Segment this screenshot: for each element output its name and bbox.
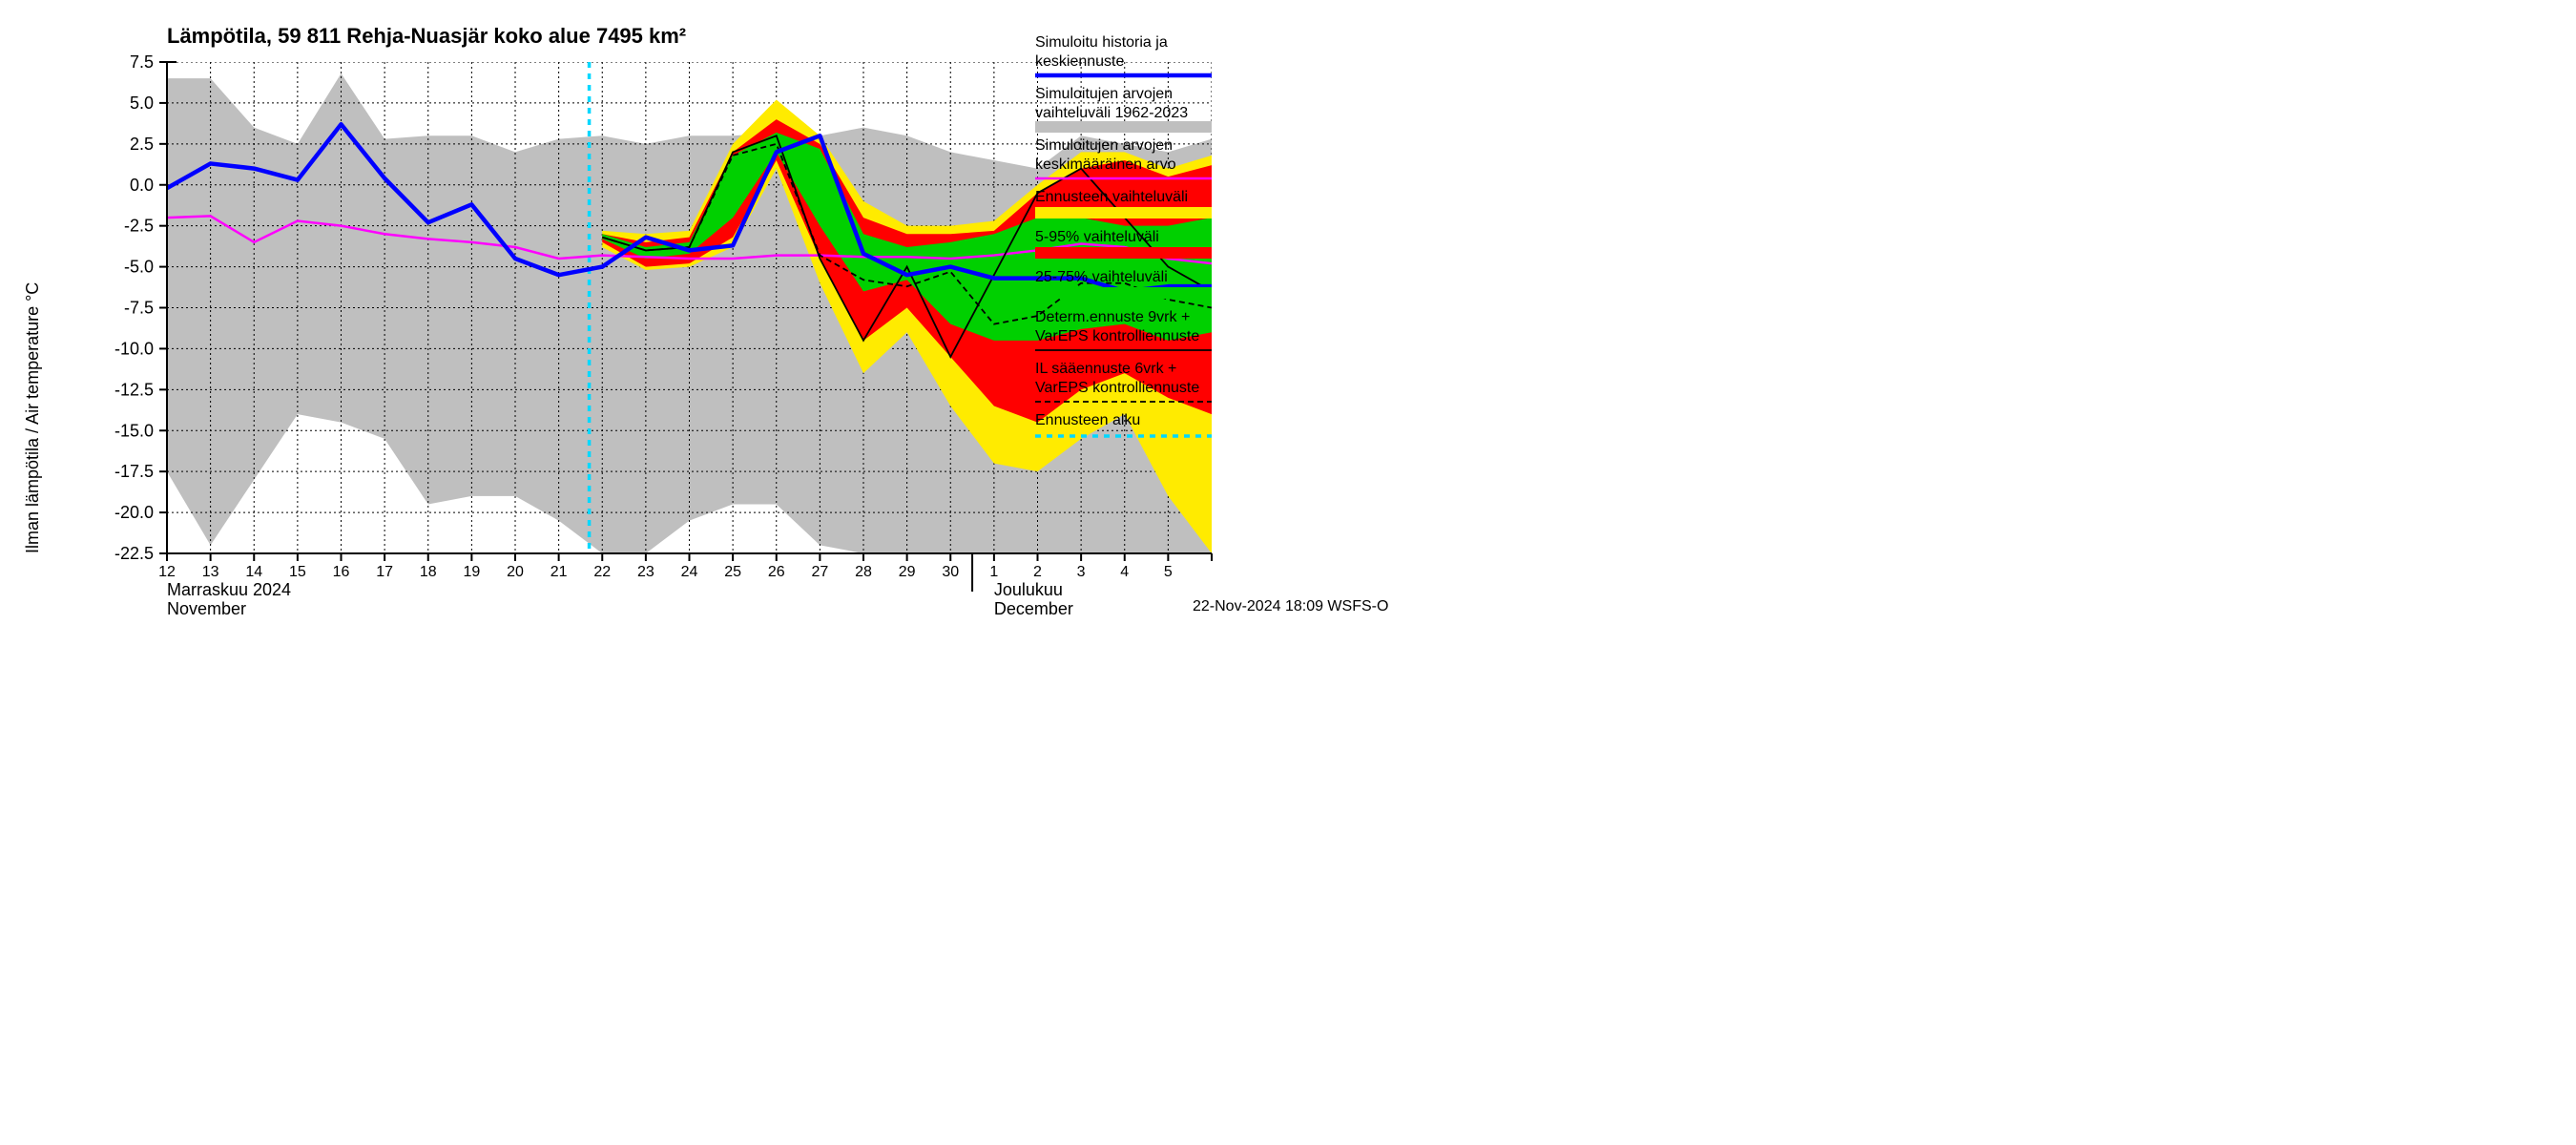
x-tick-label: 22 [593, 564, 611, 580]
legend-text: vaihteluväli 1962-2023 [1035, 105, 1188, 121]
x-tick-label: 25 [724, 564, 741, 580]
x-tick-label: 14 [245, 564, 262, 580]
x-tick-label: 15 [289, 564, 306, 580]
legend-sample-band [1035, 121, 1212, 133]
x-tick-label: 1 [989, 564, 998, 580]
y-tick-label: -22.5 [114, 544, 154, 563]
x-tick-label: 27 [811, 564, 828, 580]
y-tick-label: -15.0 [114, 421, 154, 440]
x-tick-label: 18 [420, 564, 437, 580]
x-tick-label: 5 [1164, 564, 1173, 580]
y-tick-label: -5.0 [124, 258, 154, 277]
legend-sample-band [1035, 287, 1212, 299]
x-tick-label: 29 [899, 564, 916, 580]
month-label-left-en: November [167, 599, 246, 618]
legend-text: IL sääennuste 6vrk + [1035, 361, 1176, 377]
x-tick-label: 3 [1077, 564, 1086, 580]
y-tick-label: -17.5 [114, 462, 154, 481]
x-tick-label: 2 [1033, 564, 1042, 580]
month-label-right-fi: Joulukuu [994, 580, 1063, 599]
legend-text: Simuloitujen arvojen [1035, 137, 1173, 154]
legend-text: keskiennuste [1035, 53, 1124, 70]
y-tick-label: 7.5 [130, 52, 154, 72]
y-tick-label: 2.5 [130, 135, 154, 154]
x-tick-label: 12 [158, 564, 176, 580]
month-label-right-en: December [994, 599, 1073, 618]
legend-text: Simuloitujen arvojen [1035, 86, 1173, 102]
chart-title: Lämpötila, 59 811 Rehja-Nuasjär koko alu… [167, 24, 686, 48]
x-tick-label: 4 [1120, 564, 1129, 580]
x-tick-label: 24 [681, 564, 698, 580]
y-axis-label: Ilman lämpötila / Air temperature °C [23, 282, 42, 553]
legend-text: keskimääräinen arvo [1035, 156, 1176, 173]
y-tick-label: -7.5 [124, 299, 154, 318]
legend-text: Ennusteen vaihteluväli [1035, 189, 1188, 205]
legend-text: VarEPS kontrolliennuste [1035, 380, 1199, 396]
x-tick-label: 13 [202, 564, 219, 580]
x-tick-label: 28 [855, 564, 872, 580]
legend-sample-band [1035, 247, 1212, 259]
x-tick-label: 21 [551, 564, 568, 580]
legend-text: Simuloitu historia ja [1035, 34, 1168, 51]
footer-timestamp: 22-Nov-2024 18:09 WSFS-O [1193, 598, 1388, 614]
y-tick-label: -12.5 [114, 380, 154, 399]
y-tick-label: 5.0 [130, 94, 154, 113]
x-tick-label: 16 [333, 564, 350, 580]
legend-text: Determ.ennuste 9vrk + [1035, 309, 1190, 325]
x-tick-label: 30 [942, 564, 959, 580]
x-tick-label: 26 [768, 564, 785, 580]
y-tick-label: -20.0 [114, 503, 154, 522]
legend-text: 5-95% vaihteluväli [1035, 229, 1159, 245]
legend-sample-band [1035, 207, 1212, 219]
y-tick-label: -2.5 [124, 217, 154, 236]
x-tick-label: 20 [507, 564, 524, 580]
legend-text: 25-75% vaihteluväli [1035, 269, 1168, 285]
x-tick-label: 17 [376, 564, 393, 580]
legend-text: Ennusteen alku [1035, 412, 1140, 428]
x-tick-label: 19 [463, 564, 480, 580]
y-tick-label: 0.0 [130, 176, 154, 195]
y-tick-label: -10.0 [114, 339, 154, 358]
x-tick-label: 23 [637, 564, 654, 580]
month-label-left-fi: Marraskuu 2024 [167, 580, 291, 599]
legend-text: VarEPS kontrolliennuste [1035, 328, 1199, 344]
